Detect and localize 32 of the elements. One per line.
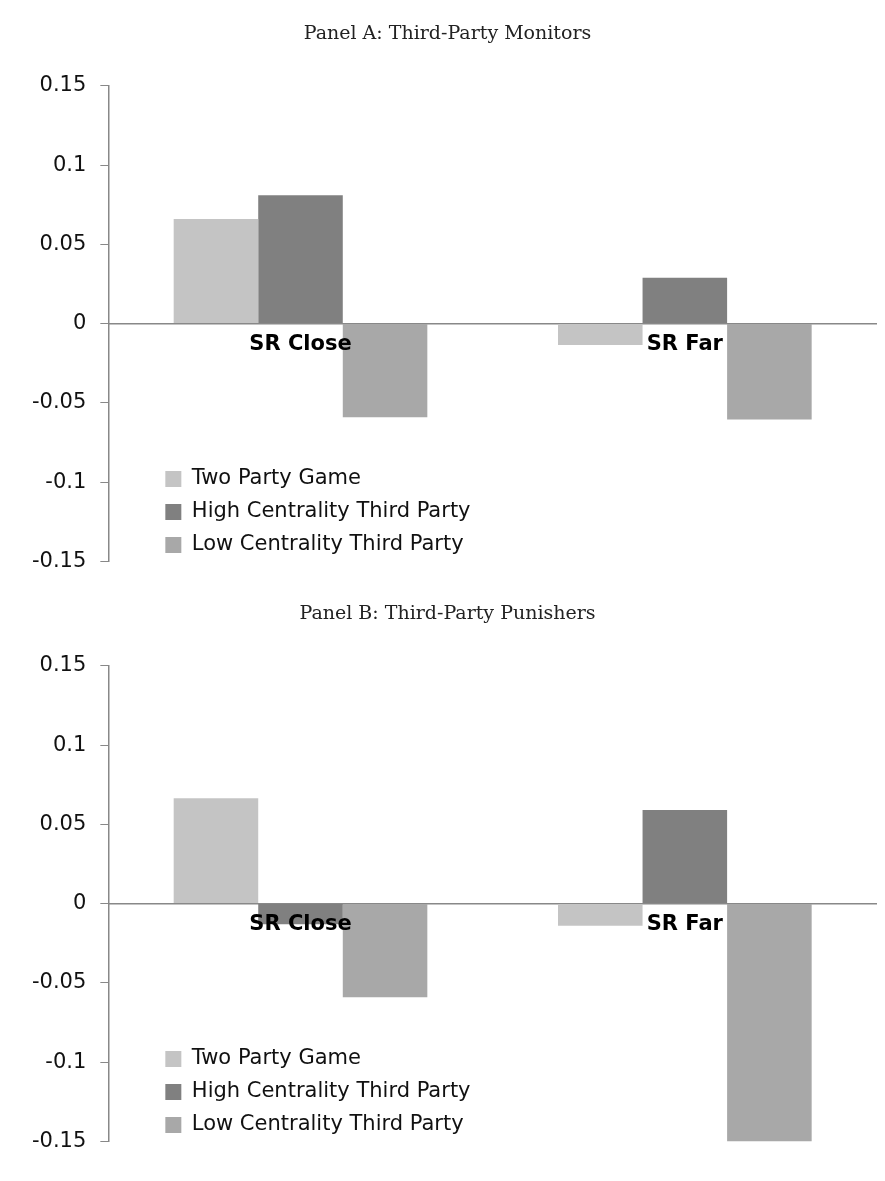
y-tick-label: -0.05 — [31, 389, 87, 414]
x-tick-label: SR Close — [249, 330, 352, 355]
y-tick-label: -0.15 — [31, 1127, 87, 1152]
y-tick-label: 0 — [72, 890, 87, 915]
y-tick-label: -0.1 — [45, 1048, 87, 1073]
chart-title: Panel A: Third-Party Monitors — [303, 21, 592, 44]
y-tick-label: 0 — [72, 310, 87, 335]
bar — [173, 218, 259, 324]
bar — [558, 324, 643, 345]
x-tick-label: SR Far — [646, 910, 724, 935]
y-tick-label: -0.05 — [31, 969, 87, 994]
chart-title: Panel B: Third-Party Punishers — [299, 601, 596, 624]
bar — [727, 904, 812, 1142]
legend-label: Two Party Game — [190, 465, 361, 490]
y-tick-label: -0.15 — [31, 547, 87, 572]
y-tick-label: 0.05 — [39, 810, 87, 835]
x-tick-label: SR Far — [646, 330, 724, 355]
legend-label: High Centrality Third Party — [191, 1078, 471, 1103]
legend-label: Low Centrality Third Party — [191, 1111, 464, 1136]
y-tick-label: -0.1 — [45, 468, 87, 493]
legend-label: Low Centrality Third Party — [191, 531, 464, 556]
y-tick-label: 0.1 — [52, 151, 87, 176]
y-tick-label: 0.05 — [39, 230, 87, 255]
y-tick-label: 0.1 — [52, 731, 87, 756]
x-tick-label: SR Close — [249, 910, 352, 935]
bar — [558, 904, 643, 926]
legend-label: High Centrality Third Party — [191, 498, 471, 523]
y-tick-label: 0.15 — [39, 652, 87, 677]
legend-label: Two Party Game — [190, 1045, 361, 1070]
bar — [173, 798, 259, 904]
bar — [727, 324, 812, 420]
y-tick-label: 0.15 — [39, 72, 87, 97]
